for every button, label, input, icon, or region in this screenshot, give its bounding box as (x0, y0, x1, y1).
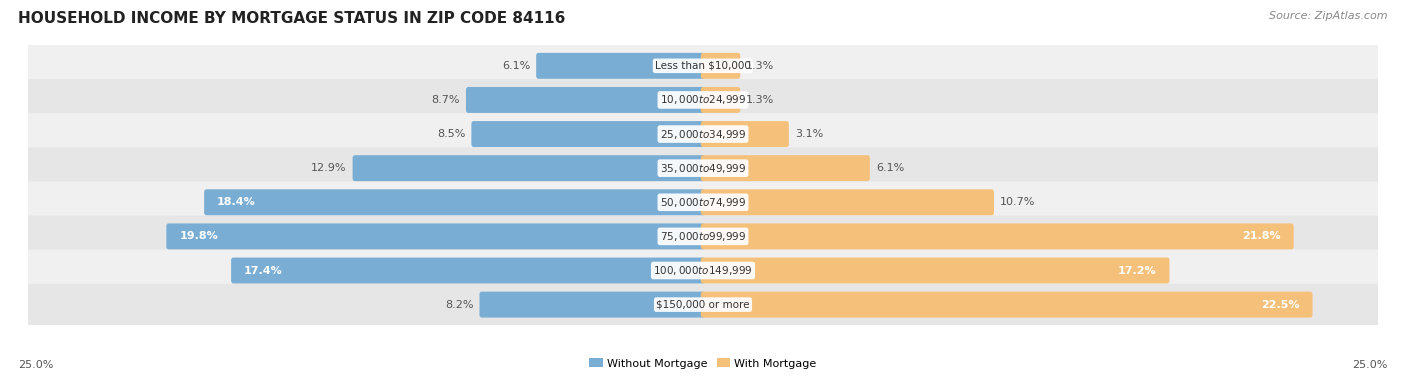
Text: 21.8%: 21.8% (1241, 231, 1281, 242)
Text: 19.8%: 19.8% (180, 231, 218, 242)
Text: 8.7%: 8.7% (432, 95, 460, 105)
Text: $150,000 or more: $150,000 or more (657, 300, 749, 310)
Text: Less than $10,000: Less than $10,000 (655, 61, 751, 71)
Text: 17.2%: 17.2% (1118, 265, 1157, 276)
Text: $75,000 to $99,999: $75,000 to $99,999 (659, 230, 747, 243)
FancyBboxPatch shape (166, 223, 706, 249)
FancyBboxPatch shape (204, 189, 706, 215)
FancyBboxPatch shape (24, 215, 1382, 257)
FancyBboxPatch shape (700, 223, 1294, 249)
FancyBboxPatch shape (536, 53, 706, 79)
FancyBboxPatch shape (700, 257, 1170, 284)
Text: 1.3%: 1.3% (747, 61, 775, 71)
Text: 3.1%: 3.1% (794, 129, 823, 139)
FancyBboxPatch shape (471, 121, 706, 147)
FancyBboxPatch shape (465, 87, 706, 113)
Text: $50,000 to $74,999: $50,000 to $74,999 (659, 196, 747, 209)
FancyBboxPatch shape (353, 155, 706, 181)
FancyBboxPatch shape (24, 147, 1382, 189)
FancyBboxPatch shape (479, 292, 706, 318)
Text: 1.3%: 1.3% (747, 95, 775, 105)
FancyBboxPatch shape (24, 45, 1382, 87)
FancyBboxPatch shape (24, 181, 1382, 223)
FancyBboxPatch shape (700, 292, 1313, 318)
Text: $100,000 to $149,999: $100,000 to $149,999 (654, 264, 752, 277)
Text: 12.9%: 12.9% (311, 163, 347, 173)
FancyBboxPatch shape (24, 250, 1382, 291)
FancyBboxPatch shape (24, 79, 1382, 121)
Text: $35,000 to $49,999: $35,000 to $49,999 (659, 162, 747, 175)
Text: $25,000 to $34,999: $25,000 to $34,999 (659, 127, 747, 141)
Text: 22.5%: 22.5% (1261, 300, 1299, 310)
Legend: Without Mortgage, With Mortgage: Without Mortgage, With Mortgage (589, 358, 817, 369)
Text: 25.0%: 25.0% (18, 361, 53, 370)
Text: HOUSEHOLD INCOME BY MORTGAGE STATUS IN ZIP CODE 84116: HOUSEHOLD INCOME BY MORTGAGE STATUS IN Z… (18, 11, 565, 26)
Text: 18.4%: 18.4% (217, 197, 256, 207)
Text: 10.7%: 10.7% (1000, 197, 1035, 207)
Text: 6.1%: 6.1% (876, 163, 904, 173)
FancyBboxPatch shape (700, 121, 789, 147)
FancyBboxPatch shape (700, 53, 740, 79)
FancyBboxPatch shape (700, 155, 870, 181)
FancyBboxPatch shape (700, 189, 994, 215)
FancyBboxPatch shape (700, 87, 740, 113)
FancyBboxPatch shape (24, 284, 1382, 325)
Text: 8.2%: 8.2% (446, 300, 474, 310)
FancyBboxPatch shape (231, 257, 706, 284)
Text: 8.5%: 8.5% (437, 129, 465, 139)
Text: 25.0%: 25.0% (1353, 361, 1388, 370)
Text: Source: ZipAtlas.com: Source: ZipAtlas.com (1270, 11, 1388, 21)
FancyBboxPatch shape (24, 113, 1382, 155)
Text: 17.4%: 17.4% (245, 265, 283, 276)
Text: 6.1%: 6.1% (502, 61, 530, 71)
Text: $10,000 to $24,999: $10,000 to $24,999 (659, 93, 747, 107)
